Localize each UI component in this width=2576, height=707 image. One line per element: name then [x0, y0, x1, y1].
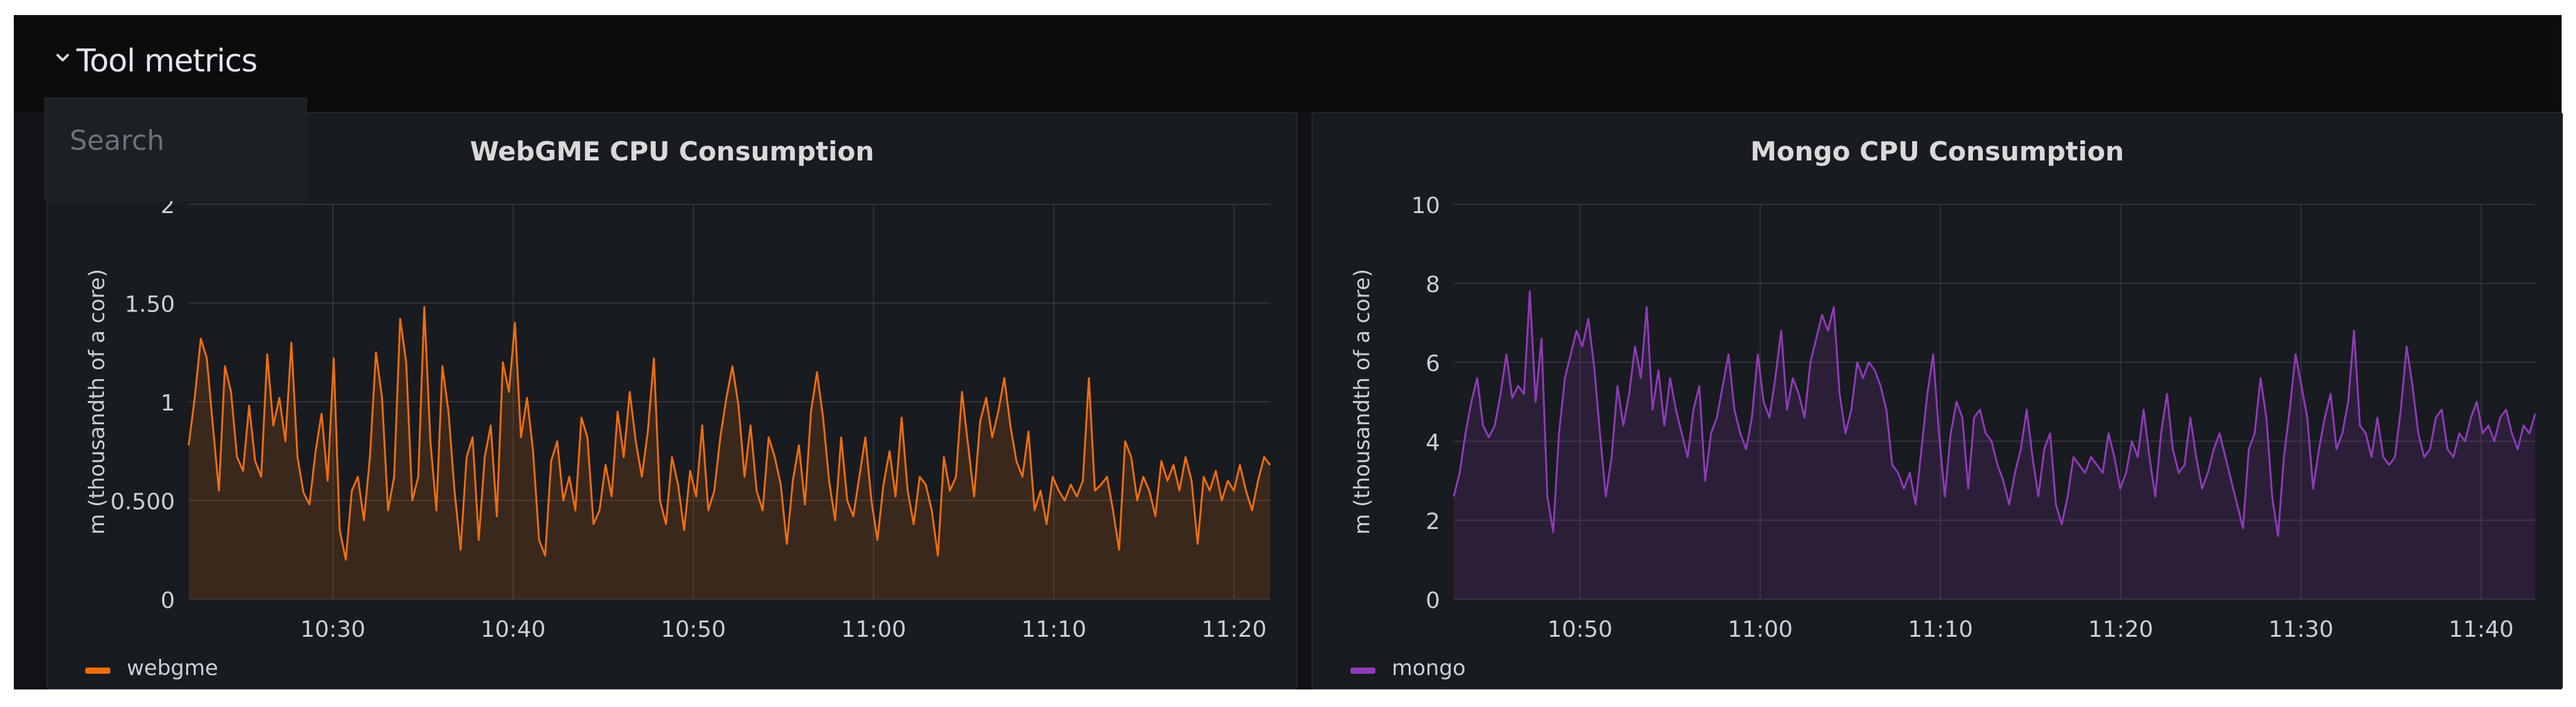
x-tick-label: 10:30	[300, 617, 365, 642]
y-tick-label: 1	[160, 390, 175, 416]
dashboard: Tool metrics WebGME CPU Consumption 0 0.5…	[14, 15, 2563, 689]
y-axis-label: m (thousandth of a core)	[1350, 269, 1375, 535]
x-tick-label: 11:10	[1908, 617, 1973, 642]
x-tick-label: 10:50	[661, 617, 726, 642]
y-tick-label: 4	[1426, 430, 1440, 456]
chevron-down-icon[interactable]	[50, 45, 75, 70]
y-tick-label: 8	[1426, 272, 1440, 298]
series-line-webgme[interactable]	[187, 306, 1271, 561]
y-axis-label: m (thousandth of a core)	[85, 269, 110, 535]
y-tick-label: 1.50	[125, 292, 175, 318]
y-tick-label: 10	[1411, 193, 1440, 219]
legend-label-webgme[interactable]: webgme	[127, 656, 218, 681]
panel-title[interactable]: Mongo CPU Consumption	[1750, 136, 2124, 167]
dashboard-row-header[interactable]: Tool metrics	[14, 15, 2562, 112]
y-tick-label: 2	[1426, 509, 1440, 535]
row-title[interactable]: Tool metrics	[76, 43, 258, 79]
x-tick-label: 10:50	[1547, 617, 1612, 642]
x-tick-label: 11:30	[2268, 617, 2333, 642]
x-tick-label: 11:00	[1728, 617, 1793, 642]
x-tick-label: 11:00	[841, 617, 907, 642]
search-box[interactable]	[44, 97, 308, 201]
mongo-cpu-chart: 0 2 4 6 8 10 10:50 11:00 11:10 11:20 11:30 11:40 m (…	[1350, 193, 2537, 681]
series-line-mongo[interactable]	[1453, 290, 2537, 537]
mongo-cpu-panel: Mongo CPU Consumption 0 2 4 6 8 10 10:50 11:00 1…	[1312, 112, 2563, 689]
webgme-cpu-panel: WebGME CPU Consumption 0 0.500 1 1.50 2 10:30…	[46, 112, 1298, 689]
search-input[interactable]	[45, 122, 308, 159]
x-tick-label: 10:40	[481, 617, 546, 642]
panel-title[interactable]: WebGME CPU Consumption	[470, 136, 875, 167]
y-tick-label: 0.500	[110, 490, 175, 515]
series-area-mongo	[1454, 291, 2535, 599]
y-tick-label: 0	[160, 588, 175, 614]
x-tick-label: 11:10	[1021, 617, 1086, 642]
x-tick-label: 11:20	[2088, 617, 2153, 642]
x-tick-label: 11:40	[2449, 617, 2514, 642]
legend-label-mongo[interactable]: mongo	[1392, 656, 1466, 681]
series-area-webgme	[189, 306, 1270, 599]
y-tick-label: 0	[1426, 588, 1440, 614]
legend-swatch	[85, 668, 110, 674]
x-tick-label: 11:20	[1202, 617, 1267, 642]
legend-swatch	[1350, 668, 1375, 674]
y-tick-label: 6	[1426, 351, 1440, 377]
